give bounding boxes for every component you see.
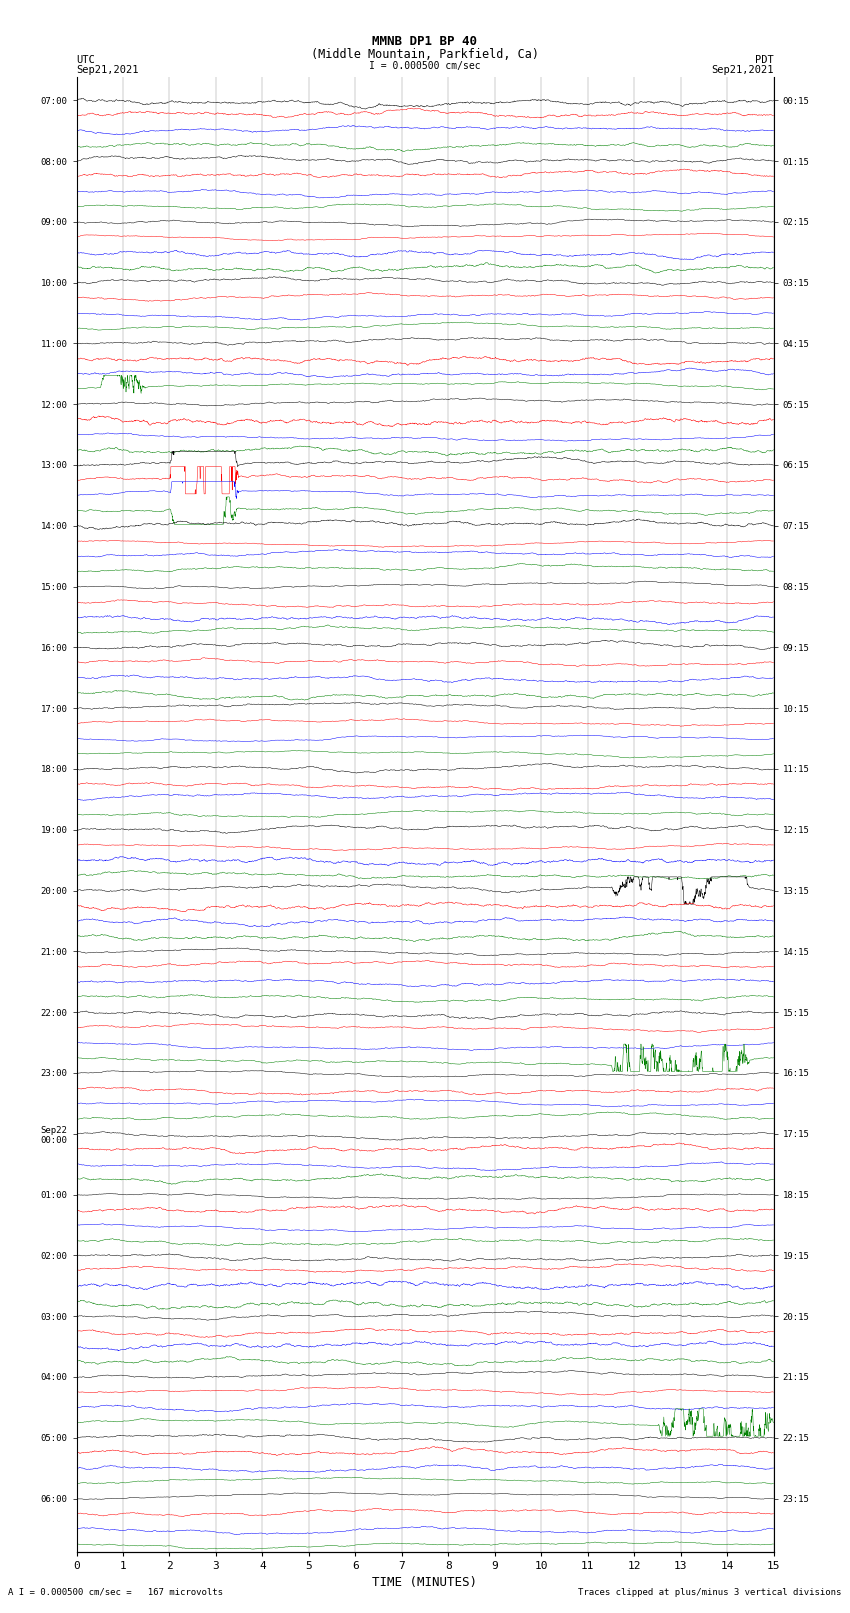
Text: Sep21,2021: Sep21,2021 <box>711 65 774 74</box>
Text: Traces clipped at plus/minus 3 vertical divisions: Traces clipped at plus/minus 3 vertical … <box>578 1587 842 1597</box>
X-axis label: TIME (MINUTES): TIME (MINUTES) <box>372 1576 478 1589</box>
Text: UTC: UTC <box>76 55 95 65</box>
Text: I = 0.000500 cm/sec: I = 0.000500 cm/sec <box>369 61 481 71</box>
Text: (Middle Mountain, Parkfield, Ca): (Middle Mountain, Parkfield, Ca) <box>311 48 539 61</box>
Text: A I = 0.000500 cm/sec =   167 microvolts: A I = 0.000500 cm/sec = 167 microvolts <box>8 1587 224 1597</box>
Text: PDT: PDT <box>755 55 774 65</box>
Text: MMNB DP1 BP 40: MMNB DP1 BP 40 <box>372 35 478 48</box>
Text: Sep21,2021: Sep21,2021 <box>76 65 139 74</box>
